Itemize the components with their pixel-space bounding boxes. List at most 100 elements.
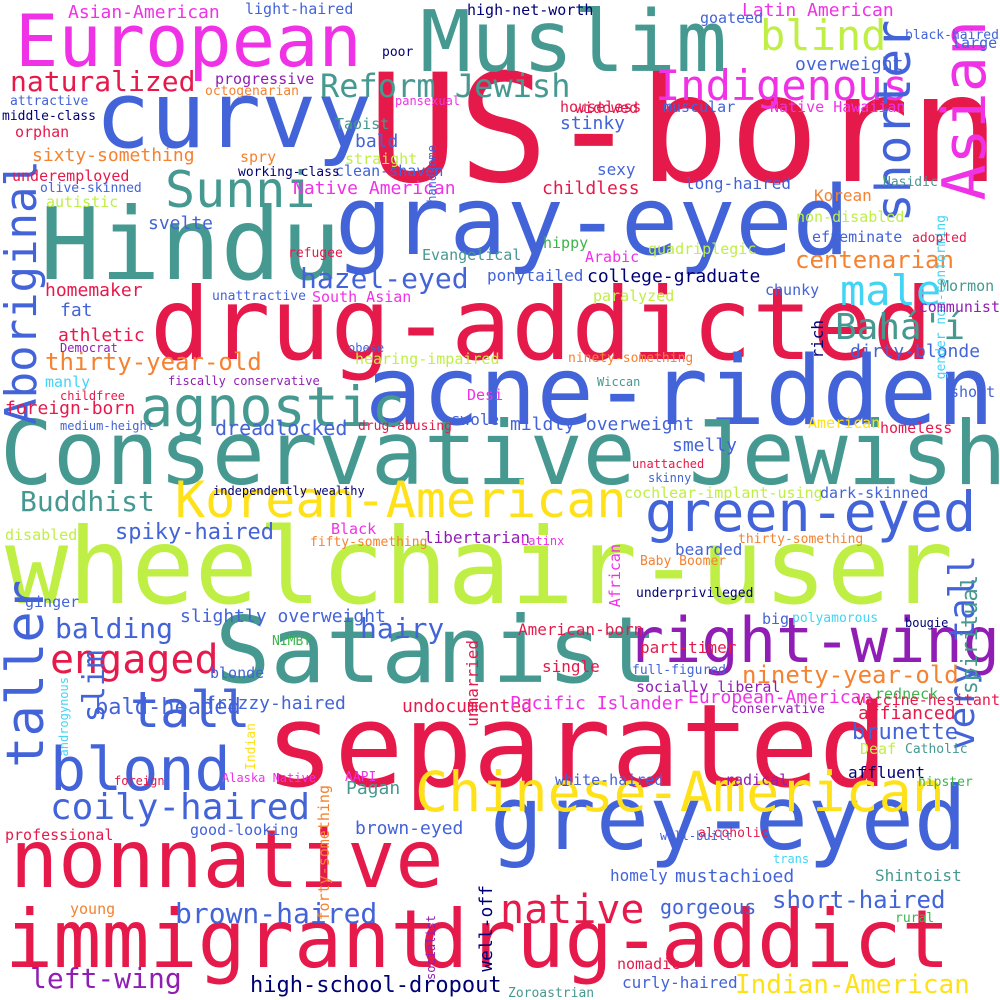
word-orphan: orphan [15, 123, 70, 141]
word-rural: rural [895, 911, 935, 926]
word-houseless: houseless [560, 98, 642, 116]
word-sixty-something: sixty-something [32, 145, 195, 166]
word-taoist: Taoist [335, 115, 390, 133]
word-college-graduate: college-graduate [587, 266, 761, 287]
word-chinese-american: Chinese-American [415, 760, 945, 824]
word-thirty-year-old: thirty-year-old [45, 348, 262, 376]
word-sexy: sexy [597, 160, 636, 179]
word-desi: Desi [467, 386, 504, 404]
word-affluent: affluent [848, 763, 926, 782]
word-homeless: homeless [880, 419, 953, 437]
word-chunky: chunky [765, 281, 820, 299]
word-white-haired: white-haired [555, 771, 664, 789]
word-well-off: well-off [476, 885, 497, 972]
word-wiccan: Wiccan [597, 375, 641, 389]
word-bald: bald [355, 131, 399, 152]
word-european: European [15, 0, 362, 83]
word-mormon: Mormon [940, 277, 995, 295]
word-spry: spry [240, 148, 277, 166]
word-forty-something: forty-something [315, 785, 333, 921]
word-american-born: American-born [518, 620, 644, 639]
word-fat: fat [60, 300, 93, 321]
word-trans: trans [773, 852, 810, 866]
word-autistic: autistic [46, 193, 119, 211]
word-olive-skinned: olive-skinned [40, 181, 142, 196]
word-indian: Indian [244, 723, 259, 770]
word-slightly-overweight: slightly overweight [180, 606, 386, 627]
word-dreadlocked: dreadlocked [215, 416, 348, 440]
word-libertarian: libertarian [424, 528, 530, 547]
word-young: young [70, 900, 116, 918]
word-fiscally-conservative: fiscally conservative [168, 374, 320, 388]
word-communist: communist [918, 298, 1000, 316]
word-immigrant: immigrant [5, 893, 439, 986]
word-drug-abusing: drug-abusing [358, 419, 452, 434]
word-independently-wealthy: independently wealthy [213, 484, 365, 498]
word-coily-haired: coily-haired [50, 787, 311, 828]
word-american: American [808, 414, 881, 432]
word-nonnative: nonnative [10, 813, 444, 906]
word-part-timer: part-timer [640, 638, 737, 657]
word-ponytailed: ponytailed [487, 266, 584, 285]
word-hazel-eyed: hazel-eyed [300, 262, 469, 295]
word-disabled: disabled [5, 526, 78, 544]
word-ginger: ginger [25, 593, 80, 611]
word-left-wing: left-wing [30, 962, 182, 995]
word-androgynous: androgynous [57, 677, 71, 757]
word-democrat: Democrat [60, 341, 118, 355]
word-underprivileged: underprivileged [636, 586, 754, 601]
word-aboriginal: Aboriginal [0, 160, 47, 425]
word-big: big [762, 610, 790, 628]
word-native: native [500, 887, 645, 933]
word-socialist: socialist [424, 915, 438, 981]
word-spiritual: spiritual [958, 575, 983, 695]
word-pacific-islander: Pacific Islander [510, 693, 684, 714]
word-native-american: Native American [293, 178, 456, 199]
word-indian-american: Indian-American [735, 970, 970, 1000]
word-working-class: working-class [238, 165, 340, 180]
word-right-wing: right-wing [626, 604, 1000, 677]
word-pansexual: pansexual [395, 94, 461, 108]
word-frizzy-haired: frizzy-haired [205, 693, 346, 714]
word-thirty-something: thirty-something [738, 532, 864, 547]
word-smelly: smelly [672, 435, 738, 456]
word-aapi: AAPI [345, 770, 377, 785]
word-black: Black [331, 520, 377, 538]
word-shintoist: Shintoist [875, 866, 962, 885]
word-single: single [542, 657, 600, 676]
word-underemployed: underemployed [12, 167, 130, 185]
word-refugee: refugee [288, 246, 343, 261]
word-reform-jewish: Reform Jewish [320, 67, 571, 105]
word-bougie: bougie [905, 616, 949, 630]
word-straight: straight [345, 150, 418, 168]
word-baby-boomer: Baby Boomer [640, 554, 727, 569]
word-catholic: Catholic [905, 742, 968, 757]
word-manly: manly [45, 373, 91, 391]
word-pagan: Pagan [346, 778, 401, 799]
word-mustachioed: mustachioed [675, 866, 795, 887]
word-light-haired: light-haired [245, 0, 354, 18]
word-affianced: affianced [858, 703, 956, 724]
word-latinx: Latinx [521, 534, 565, 548]
word-large: large [952, 34, 998, 52]
word-widowed: widowed [575, 99, 639, 117]
word-muscular: muscular [663, 98, 736, 116]
word-korean: Korean [814, 186, 872, 205]
word-blond: blond [50, 735, 231, 805]
word-rich: rich [808, 320, 827, 359]
word-adopted: adopted [912, 231, 967, 246]
word-unattractive: unattractive [212, 289, 306, 304]
word-hearing-impaired: hearing-impaired [355, 350, 500, 368]
word-high-school-dropout: high-school-dropout [250, 973, 502, 998]
word-gray-eyed: gray-eyed [335, 167, 850, 277]
word-mildly-overweight: mildly overweight [510, 414, 695, 435]
word-asian-american: Asian-American [68, 2, 220, 23]
word-paralyzed: paralyzed [593, 287, 675, 305]
word-sunni: Sunni [165, 161, 316, 219]
word-separated: separated [265, 680, 889, 814]
word-indigenous: Indigenous [655, 61, 908, 110]
word-obese: obese [348, 341, 385, 355]
word-homely: homely [610, 866, 668, 885]
word-non-disabled: non-disabled [796, 208, 905, 226]
word-conservative: conservative [731, 702, 825, 717]
